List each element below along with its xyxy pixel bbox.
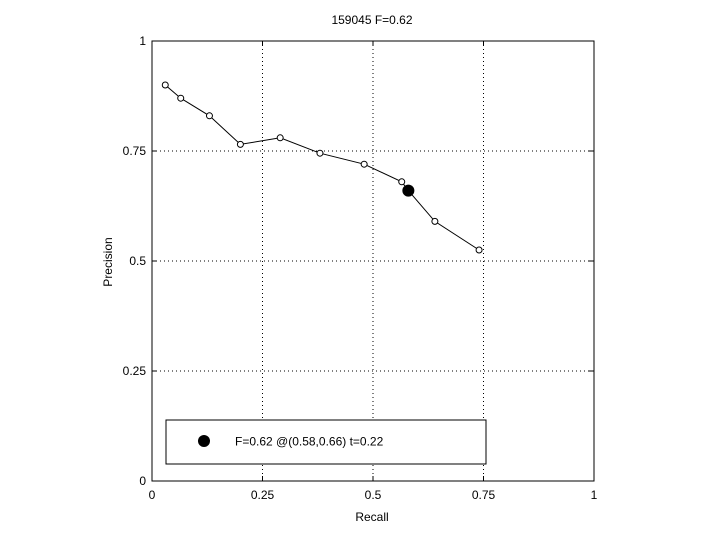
y-tick-label: 1 — [139, 34, 146, 48]
data-point — [475, 246, 483, 254]
grid-lines — [152, 41, 594, 481]
legend-marker — [198, 435, 210, 447]
y-tick-label: 0 — [139, 474, 146, 488]
data-point — [360, 160, 368, 168]
axis-ticks — [151, 40, 595, 482]
x-tick-label: 0 — [149, 488, 156, 502]
data-point — [316, 149, 324, 157]
series-group — [161, 81, 483, 254]
x-tick-label: 0.25 — [251, 488, 275, 502]
x-tick-label: 0.75 — [472, 488, 496, 502]
data-point — [236, 140, 244, 148]
legend: F=0.62 @(0.58,0.66) t=0.22 — [165, 419, 487, 465]
legend-box — [165, 419, 487, 465]
data-point — [205, 112, 213, 120]
y-tick-label: 0.25 — [123, 364, 147, 378]
chart-title: 159045 F=0.62 — [331, 13, 412, 27]
best-f-point — [402, 184, 415, 197]
y-tick-labels: 0 0.25 0.5 0.75 1 — [123, 34, 147, 488]
x-tick-label: 0.5 — [365, 488, 382, 502]
y-tick-label: 0.5 — [129, 254, 146, 268]
x-axis-label: Recall — [355, 510, 388, 524]
data-point — [276, 134, 284, 142]
y-tick-label: 0.75 — [123, 144, 147, 158]
legend-label: F=0.62 @(0.58,0.66) t=0.22 — [235, 435, 384, 449]
data-point — [431, 217, 439, 225]
y-axis-label: Precision — [101, 237, 115, 286]
data-point — [161, 81, 169, 89]
data-point — [177, 94, 185, 102]
x-tick-labels: 0 0.25 0.5 0.75 1 — [149, 488, 598, 502]
data-point — [398, 178, 406, 186]
x-tick-label: 1 — [591, 488, 598, 502]
